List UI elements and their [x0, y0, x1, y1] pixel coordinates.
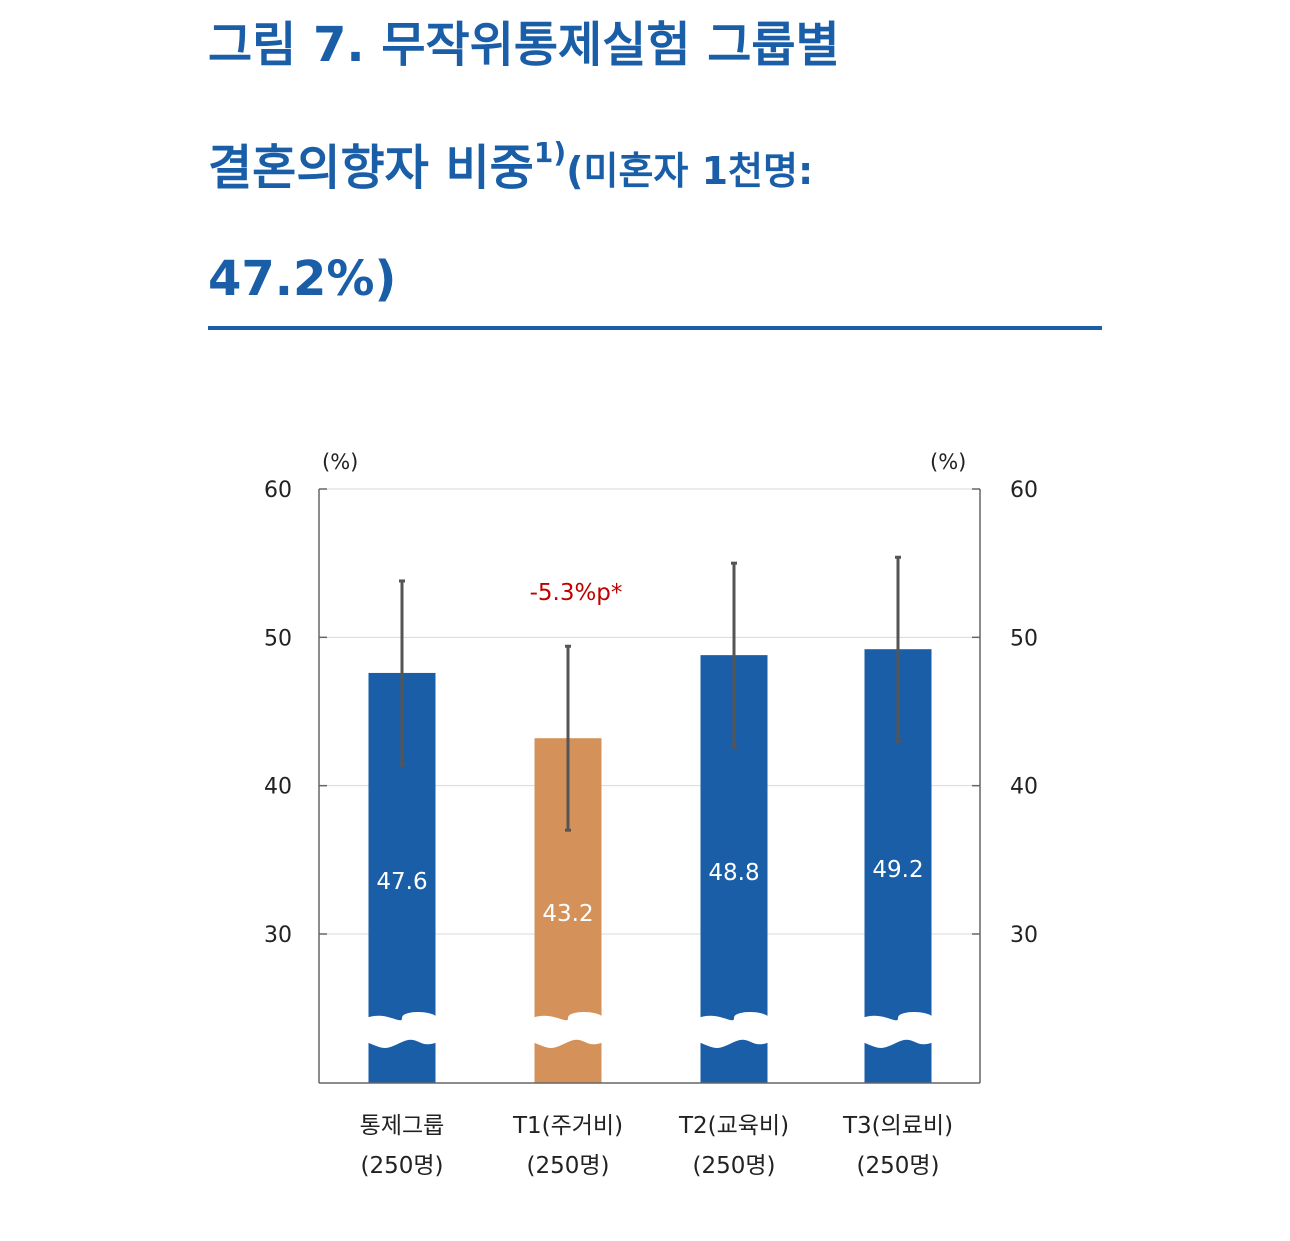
- axis-break-3: [862, 1012, 934, 1048]
- x-category-label-0: 통제그룹: [360, 1113, 445, 1139]
- y-tick-label-right: 60: [1010, 478, 1038, 503]
- axes: [318, 488, 981, 1084]
- value-label-3: 49.2: [872, 857, 923, 883]
- y-tick-label-left: 50: [264, 626, 292, 651]
- title-line-2: 결혼의향자 비중1)(미혼자 1천명:: [208, 122, 1108, 202]
- title-line-1: 그림 7. 무작위통제실험 그룹별: [208, 17, 840, 73]
- x-category-sublabel-3: (250명): [856, 1153, 939, 1179]
- y-axis-unit-right: (%): [930, 450, 966, 474]
- title-line-2-main: 결혼의향자 비중: [208, 140, 534, 196]
- x-category-sublabel-1: (250명): [526, 1153, 609, 1179]
- value-label-0: 47.6: [376, 869, 427, 895]
- axis-break-0: [366, 1012, 438, 1048]
- value-label-1: 43.2: [542, 901, 593, 927]
- bars: [366, 555, 934, 1083]
- title-line-2-sub: (미혼자 1천명:: [566, 149, 814, 193]
- axis-break-1: [532, 1012, 604, 1048]
- y-tick-label-left: 40: [264, 775, 292, 800]
- title-line-3: 47.2%): [208, 251, 397, 307]
- y-tick-label-right: 50: [1010, 626, 1038, 651]
- labels: 30 30 40 40 50 50 60 60 47.6 통제그룹 (250명) 43.2 T1(주거비…: [264, 450, 1038, 1179]
- y-axis-unit-left: (%): [322, 450, 358, 474]
- x-category-label-1: T1(주거비): [512, 1113, 623, 1139]
- y-tick-label-right: 30: [1010, 923, 1038, 948]
- title-divider: [208, 326, 1102, 330]
- x-category-label-2: T2(교육비): [678, 1113, 789, 1139]
- y-tick-label-left: 60: [264, 478, 292, 503]
- y-tick-label-right: 40: [1010, 775, 1038, 800]
- value-label-2: 48.8: [708, 860, 759, 886]
- axis-break-2: [698, 1012, 770, 1048]
- significance-annotation: -5.3%p*: [530, 580, 623, 606]
- x-category-sublabel-2: (250명): [692, 1153, 775, 1179]
- y-tick-label-left: 30: [264, 923, 292, 948]
- x-category-label-3: T3(의료비): [842, 1113, 953, 1139]
- x-category-sublabel-0: (250명): [360, 1153, 443, 1179]
- chart-title: 그림 7. 무작위통제실험 그룹별 결혼의향자 비중1)(미혼자 1천명: 47…: [208, 14, 1108, 310]
- title-footnote-marker: 1): [533, 136, 567, 169]
